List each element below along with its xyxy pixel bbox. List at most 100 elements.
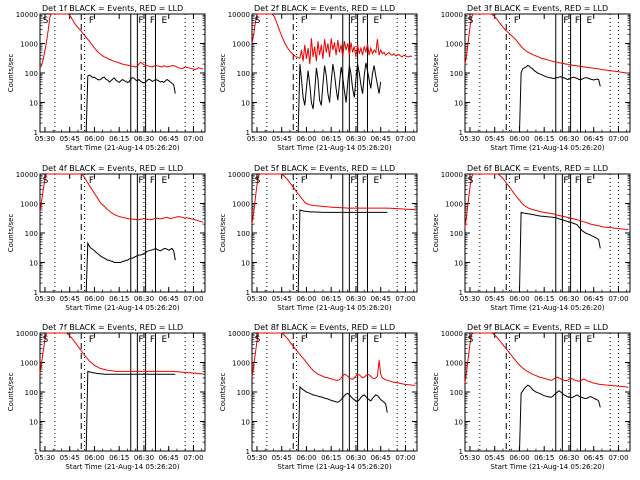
- x-tick-label: 06:00: [296, 454, 316, 462]
- x-tick-label: 05:45: [60, 135, 80, 143]
- x-axis-label: Start Time (21-Aug-14 05:26:20): [490, 304, 604, 312]
- y-tick-label: 10000: [228, 11, 250, 19]
- y-tick-label: 1000: [20, 201, 38, 209]
- plot-frame: [39, 332, 206, 452]
- x-tick-label: 06:30: [134, 454, 154, 462]
- series-line-events: [465, 211, 601, 293]
- x-tick-label: 06:45: [584, 454, 604, 462]
- interval-marker: F: [301, 16, 306, 26]
- x-tick-label: 07:00: [395, 295, 415, 303]
- y-tick-label: 1: [246, 448, 250, 456]
- chart-panel-5: Det 5f BLACK = Events, RED = LLD 1 10 100 10…: [219, 164, 418, 312]
- plot-frame: [464, 173, 631, 293]
- y-tick-label: 100: [450, 230, 463, 238]
- x-tick-label: 06:45: [584, 135, 604, 143]
- x-tick-label: 05:45: [485, 454, 505, 462]
- x-tick-label: 07:00: [395, 454, 415, 462]
- y-axis-label: Counts/sec: [219, 54, 227, 93]
- y-tick-label: 100: [450, 70, 463, 78]
- y-tick-label: 1000: [445, 41, 463, 49]
- series-line-lld: [39, 13, 204, 71]
- interval-marker: F: [138, 176, 143, 186]
- x-tick-label: 05:45: [272, 454, 292, 462]
- y-axis-label: Counts/sec: [432, 373, 440, 412]
- x-tick-label: 06:15: [321, 454, 341, 462]
- x-tick-label: 06:45: [159, 454, 179, 462]
- x-tick-label: 07:00: [183, 135, 203, 143]
- x-tick-label: 05:45: [485, 295, 505, 303]
- y-tick-label: 1000: [232, 201, 250, 209]
- chart-title: Det 5f BLACK = Events, RED = LLD: [254, 164, 395, 173]
- x-tick-label: 06:00: [509, 135, 529, 143]
- x-tick-label: 06:30: [346, 295, 366, 303]
- y-tick-label: 1: [459, 129, 463, 137]
- series-line-events: [40, 370, 176, 452]
- y-tick-label: 10: [241, 419, 250, 427]
- x-tick-label: 07:00: [608, 454, 628, 462]
- x-tick-label: 06:00: [509, 454, 529, 462]
- y-tick-label: 1000: [445, 360, 463, 368]
- y-tick-label: 10: [241, 100, 250, 108]
- y-tick-label: 100: [25, 70, 38, 78]
- y-tick-label: 1: [246, 129, 250, 137]
- y-tick-label: 10000: [228, 330, 250, 338]
- plot-frame: [39, 173, 206, 293]
- y-tick-label: 1: [34, 129, 38, 137]
- y-tick-label: 100: [237, 230, 250, 238]
- x-tick-label: 05:45: [60, 454, 80, 462]
- y-axis-label: Counts/sec: [432, 54, 440, 93]
- chart-title: Det 6f BLACK = Events, RED = LLD: [467, 164, 608, 173]
- chart-panel-7: Det 7f BLACK = Events, RED = LLD 1 10 100 10…: [7, 323, 206, 471]
- interval-marker: F: [150, 16, 155, 26]
- x-tick-label: 06:15: [534, 135, 554, 143]
- x-tick-label: 06:15: [109, 454, 129, 462]
- x-tick-label: 06:45: [159, 135, 179, 143]
- series-line-lld: [464, 13, 629, 74]
- x-axis-label: Start Time (21-Aug-14 05:26:20): [65, 304, 179, 312]
- interval-marker: F: [514, 176, 519, 186]
- chart-panel-2: Det 2f BLACK = Events, RED = LLD 1 10 100 10…: [219, 4, 418, 152]
- chart-panel-9: Det 9f BLACK = Events, RED = LLD 1 10 100 10…: [432, 323, 631, 471]
- interval-marker: F: [301, 335, 306, 345]
- chart-panel-4: Det 4f BLACK = Events, RED = LLD 1 10 100 10…: [7, 164, 206, 312]
- series-line-lld: [464, 332, 629, 388]
- interval-marker: F: [563, 335, 568, 345]
- series-line-lld: [251, 332, 416, 386]
- interval-marker: E: [586, 16, 592, 26]
- y-tick-label: 100: [237, 70, 250, 78]
- y-tick-label: 10000: [441, 171, 463, 179]
- x-tick-label: 06:00: [84, 135, 104, 143]
- x-tick-label: 06:15: [534, 295, 554, 303]
- x-tick-label: 06:30: [559, 135, 579, 143]
- interval-marker: E: [373, 335, 379, 345]
- interval-marker: E: [586, 176, 592, 186]
- y-tick-label: 10: [241, 260, 250, 268]
- x-tick-label: 06:30: [559, 454, 579, 462]
- x-axis-label: Start Time (21-Aug-14 05:26:20): [490, 463, 604, 471]
- x-tick-label: 06:45: [371, 295, 391, 303]
- interval-marker: F: [563, 16, 568, 26]
- interval-marker: E: [373, 16, 379, 26]
- plot-frame: [464, 332, 631, 452]
- x-axis-label: Start Time (21-Aug-14 05:26:20): [277, 144, 391, 152]
- interval-marker: F: [301, 176, 306, 186]
- interval-marker: F: [89, 16, 94, 26]
- y-axis-label: Counts/sec: [7, 54, 15, 93]
- series-line-events: [252, 62, 382, 133]
- series-line-lld: [251, 173, 416, 225]
- interval-marker: F: [89, 176, 94, 186]
- x-tick-label: 06:30: [134, 295, 154, 303]
- x-tick-label: 06:00: [296, 295, 316, 303]
- chart-panel-1: Det 1f BLACK = Events, RED = LLD 1 10 100 10…: [7, 4, 206, 152]
- interval-marker: S: [468, 16, 474, 26]
- interval-marker: F: [138, 335, 143, 345]
- y-tick-label: 10000: [16, 330, 38, 338]
- x-tick-label: 05:45: [272, 295, 292, 303]
- y-tick-label: 10000: [16, 171, 38, 179]
- x-tick-label: 05:45: [272, 135, 292, 143]
- x-tick-label: 05:30: [247, 454, 267, 462]
- plot-frame: [39, 13, 206, 133]
- y-tick-label: 10000: [16, 11, 38, 19]
- interval-marker: E: [161, 176, 167, 186]
- x-tick-label: 05:45: [485, 135, 505, 143]
